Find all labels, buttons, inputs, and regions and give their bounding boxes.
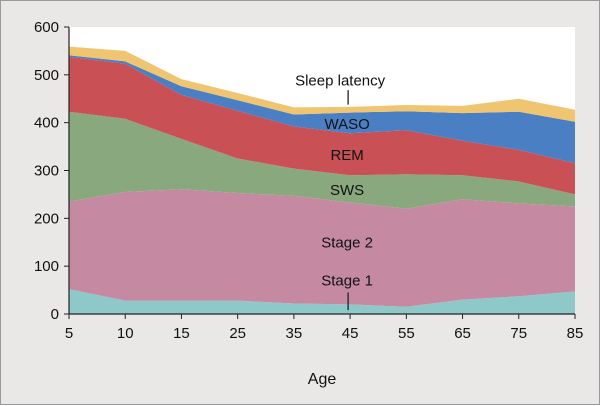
- series-labels-group: Sleep latency WASO REM SWS Stage 2 Stage 1: [295, 73, 386, 311]
- x-tick-label: 35: [286, 325, 303, 342]
- area-stage-1: [69, 289, 575, 314]
- label-rem: REM: [330, 147, 363, 164]
- x-tick-label: 10: [117, 325, 134, 342]
- x-tick-label: 15: [173, 325, 190, 342]
- x-tick-label: 75: [510, 325, 527, 342]
- y-tick-label: 300: [34, 163, 59, 180]
- label-sleep-latency: Sleep latency: [295, 73, 386, 90]
- x-tick-label: 25: [229, 325, 246, 342]
- x-tick-label: 85: [567, 325, 584, 342]
- y-tick-label: 400: [34, 115, 59, 132]
- x-tick-label: 65: [454, 325, 471, 342]
- area-waso: [69, 55, 575, 164]
- label-stage-1: Stage 1: [321, 273, 373, 290]
- area-stage-2: [69, 189, 575, 307]
- label-waso: WASO: [324, 116, 369, 133]
- y-tick-label: 200: [34, 210, 59, 227]
- y-tick-label: 0: [51, 306, 59, 323]
- x-tick-label: 5: [65, 325, 73, 342]
- y-tick-label: 100: [34, 258, 59, 275]
- x-tick-label: 45: [342, 325, 359, 342]
- label-stage-2: Stage 2: [321, 234, 373, 251]
- area-rem: [69, 56, 575, 195]
- y-tick-label: 600: [34, 19, 59, 36]
- x-tick-label: 55: [398, 325, 415, 342]
- x-axis-title: Age: [308, 371, 337, 388]
- area-sleep-latency: [69, 46, 575, 122]
- area-series-group: [69, 46, 575, 314]
- y-tick-label: 500: [34, 67, 59, 84]
- area-sws: [69, 111, 575, 209]
- tick-labels-group: 0 100 200 300 400 500 600 5 10 15 25 35 45 55 65 75 85: [34, 19, 583, 342]
- axes-group: [64, 26, 576, 319]
- label-sws: SWS: [330, 182, 364, 199]
